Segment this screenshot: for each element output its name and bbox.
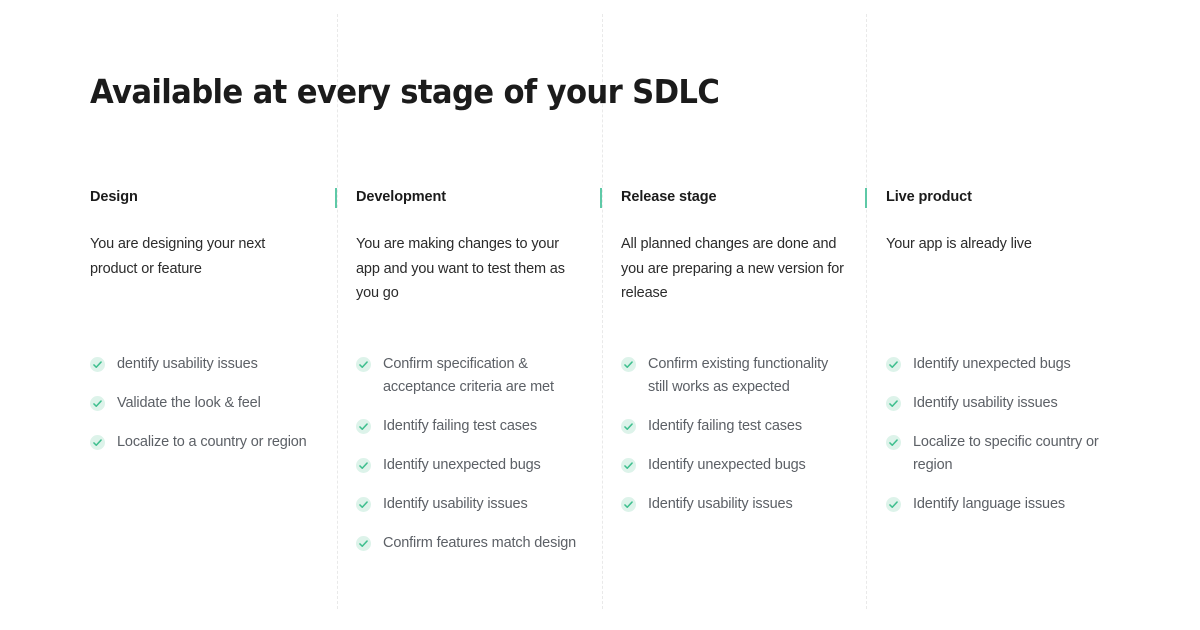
list-item-label: Validate the look & feel <box>117 395 261 411</box>
list-item-label: Identify unexpected bugs <box>383 457 541 473</box>
column-header: Live product <box>865 186 1118 212</box>
list-item: Identify failing test cases <box>356 415 584 438</box>
benefit-list: Confirm existing functionality still wor… <box>621 353 849 516</box>
list-item: Confirm features match design <box>356 532 584 555</box>
check-circle-icon <box>621 458 636 473</box>
accent-bar <box>600 188 602 208</box>
column-description: Your app is already live <box>886 236 1032 252</box>
list-item: Localize to specific country or region <box>886 431 1118 477</box>
check-circle-icon <box>886 435 901 450</box>
check-circle-icon <box>621 419 636 434</box>
column-divider-3 <box>866 14 867 609</box>
check-circle-icon <box>886 357 901 372</box>
column-header: Release stage <box>600 186 849 212</box>
column-divider-1 <box>337 14 338 609</box>
stage-column-live-product: Live product Your app is already live Id… <box>865 186 1118 512</box>
list-item: Identify usability issues <box>356 493 584 516</box>
list-item-label: dentify usability issues <box>117 356 258 372</box>
list-item: Identify unexpected bugs <box>621 454 849 477</box>
list-item-label: Identify failing test cases <box>383 418 537 434</box>
check-circle-icon <box>356 357 371 372</box>
benefit-list: dentify usability issues Validate the lo… <box>90 353 315 454</box>
list-item-label: Identify language issues <box>913 496 1065 512</box>
column-description: All planned changes are done and you are… <box>621 236 844 301</box>
check-circle-icon <box>356 419 371 434</box>
benefit-list: Confirm specification & acceptance crite… <box>356 353 584 555</box>
list-item-label: Confirm features match design <box>383 535 577 551</box>
list-item-label: Identify usability issues <box>383 496 528 512</box>
check-circle-icon <box>90 435 105 450</box>
benefit-list: Identify unexpected bugs Identify usabil… <box>886 353 1118 516</box>
column-title: Design <box>90 189 138 205</box>
list-item: Identify unexpected bugs <box>356 454 584 477</box>
list-item-label: Confirm specification & acceptance crite… <box>383 356 554 395</box>
accent-bar <box>335 188 337 208</box>
list-item: Identify unexpected bugs <box>886 353 1118 376</box>
column-description: You are making changes to your app and y… <box>356 236 565 301</box>
stage-column-design: Design You are designing your next produ… <box>90 186 315 450</box>
check-circle-icon <box>886 497 901 512</box>
list-item-label: Identify usability issues <box>913 395 1058 411</box>
list-item: Identify usability issues <box>886 392 1118 415</box>
list-item: Validate the look & feel <box>90 392 315 415</box>
list-item-label: Identify failing test cases <box>648 418 802 434</box>
list-item: Confirm specification & acceptance crite… <box>356 353 584 399</box>
column-title: Development <box>356 189 446 205</box>
list-item: dentify usability issues <box>90 353 315 376</box>
list-item-label: Confirm existing functionality still wor… <box>648 356 829 395</box>
check-circle-icon <box>886 396 901 411</box>
check-circle-icon <box>356 536 371 551</box>
stage-column-development: Development You are making changes to yo… <box>335 186 584 551</box>
column-title: Live product <box>886 189 972 205</box>
column-header: Development <box>335 186 584 212</box>
list-item: Confirm existing functionality still wor… <box>621 353 849 399</box>
list-item: Identify usability issues <box>621 493 849 516</box>
accent-bar <box>865 188 867 208</box>
list-item-label: Identify usability issues <box>648 496 793 512</box>
page-title: Available at every stage of your SDLC <box>90 72 720 111</box>
check-circle-icon <box>90 396 105 411</box>
stage-column-release-stage: Release stage All planned changes are do… <box>600 186 849 512</box>
check-circle-icon <box>621 357 636 372</box>
list-item-label: Localize to a country or region <box>117 434 307 450</box>
check-circle-icon <box>90 357 105 372</box>
column-description: You are designing your next product or f… <box>90 236 266 277</box>
column-title: Release stage <box>621 189 717 205</box>
list-item-label: Localize to specific country or region <box>913 434 1099 473</box>
list-item: Identify failing test cases <box>621 415 849 438</box>
list-item: Identify language issues <box>886 493 1118 516</box>
list-item-label: Identify unexpected bugs <box>648 457 806 473</box>
list-item-label: Identify unexpected bugs <box>913 356 1071 372</box>
check-circle-icon <box>356 458 371 473</box>
list-item: Localize to a country or region <box>90 431 315 454</box>
check-circle-icon <box>621 497 636 512</box>
column-header: Design <box>90 186 315 212</box>
check-circle-icon <box>356 497 371 512</box>
column-divider-2 <box>602 14 603 609</box>
